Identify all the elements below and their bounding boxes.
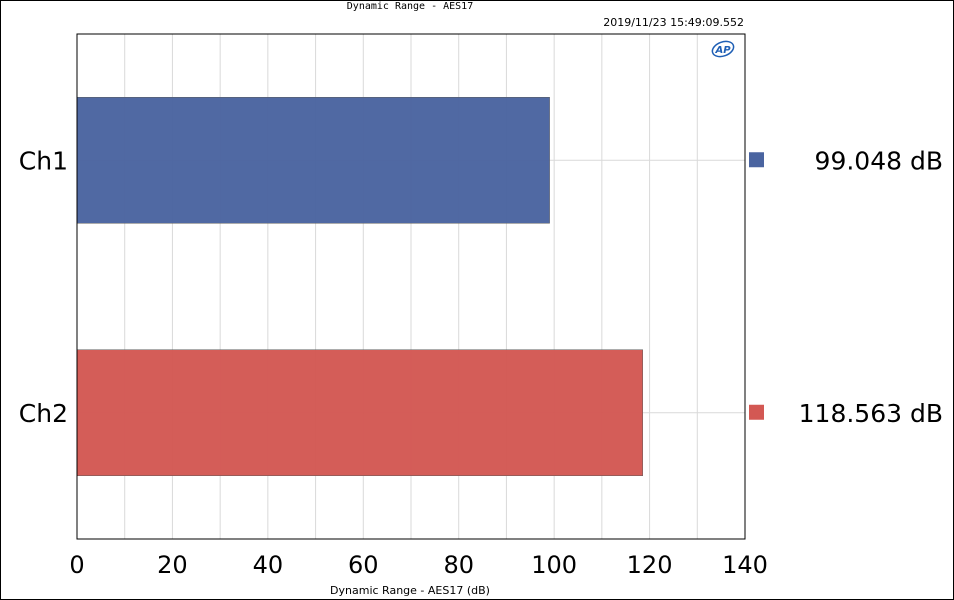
plot-border: [76, 33, 746, 540]
value-label-ch1: 99.048 dB: [815, 146, 943, 175]
x-tick-label: 0: [69, 551, 84, 579]
legend-swatch-ch1: [749, 152, 764, 168]
category-label-ch1: Ch1: [19, 146, 68, 175]
category-labels: Ch1 Ch2: [19, 146, 68, 428]
legend-swatch-ch2: [749, 404, 764, 420]
x-tick-label: 80: [443, 551, 474, 579]
chart-title: Dynamic Range - AES17: [347, 1, 473, 12]
ap-logo-icon: AP: [711, 40, 735, 58]
x-axis-ticks: 0 20 40 60 80 100 120 140: [69, 551, 768, 579]
x-tick-label: 140: [722, 551, 768, 579]
value-legend: 99.048 dB 118.563 dB: [749, 146, 943, 428]
value-label-ch2: 118.563 dB: [799, 399, 943, 428]
x-tick-label: 40: [253, 551, 284, 579]
bars: [76, 97, 643, 476]
x-tick-label: 120: [627, 551, 673, 579]
x-axis-label: Dynamic Range - AES17 (dB): [330, 584, 490, 597]
x-tick-label: 20: [157, 551, 188, 579]
bar-ch1: [76, 97, 550, 224]
category-label-ch2: Ch2: [19, 399, 68, 428]
bar-ch2: [76, 349, 643, 476]
x-tick-label: 100: [531, 551, 577, 579]
timestamp: 2019/11/23 15:49:09.552: [603, 16, 744, 29]
x-tick-label: 60: [348, 551, 379, 579]
logo-text: AP: [714, 45, 731, 56]
